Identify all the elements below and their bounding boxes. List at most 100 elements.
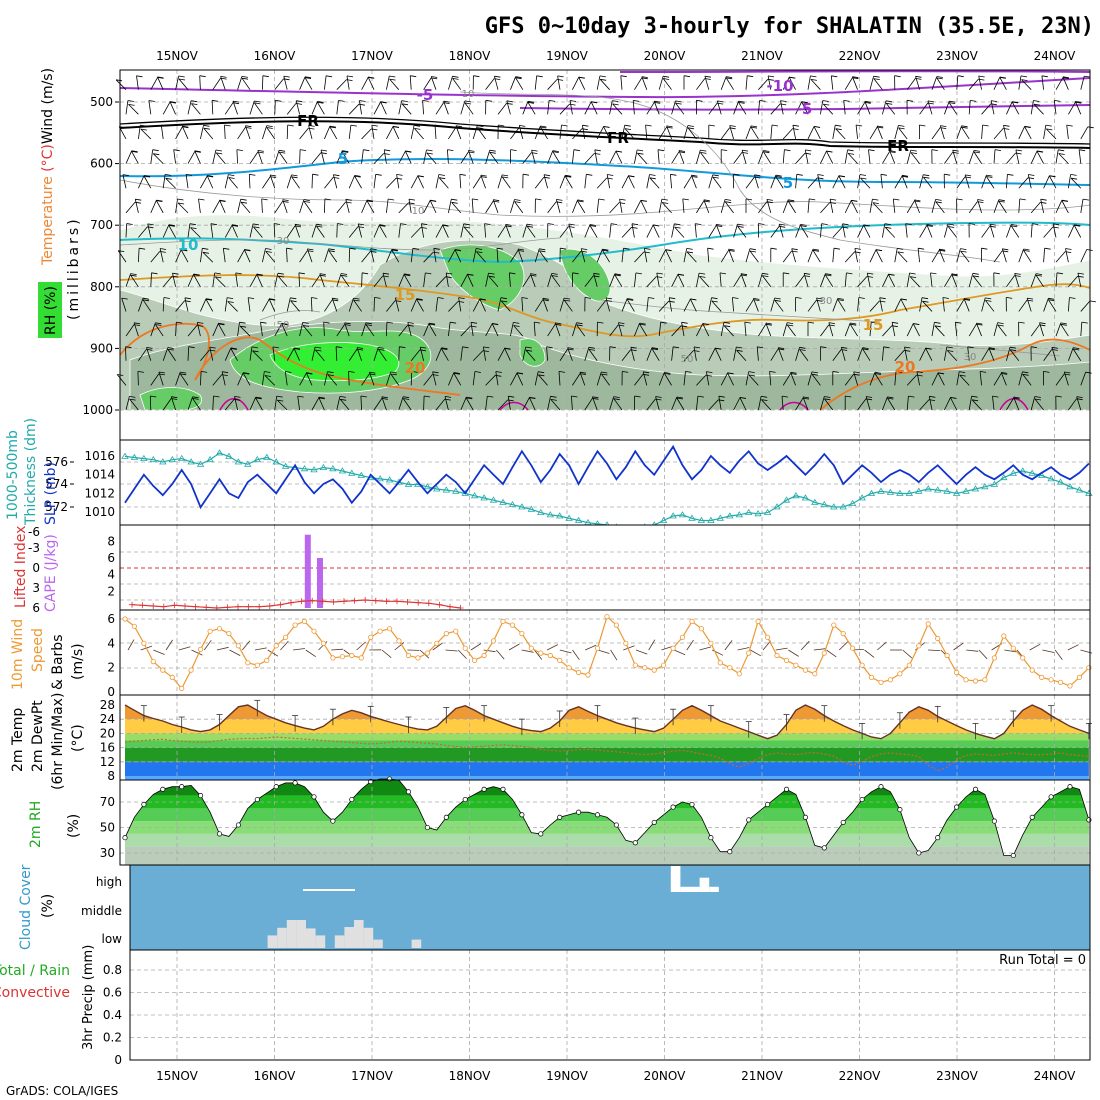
wind-barb — [820, 100, 824, 115]
wind-barb — [832, 349, 842, 361]
wind-barb-flag — [134, 322, 141, 325]
wind-barb-flag — [768, 75, 775, 78]
wind-barb-flag — [821, 223, 828, 225]
wind-barb — [671, 274, 679, 287]
wind-barb — [247, 297, 251, 312]
wind-marker — [727, 665, 733, 671]
precip-panel-frame — [129, 949, 1091, 1061]
wind-barb — [175, 300, 185, 312]
wind-barb-flag — [230, 347, 237, 350]
wind-barb — [832, 226, 843, 238]
wind-barb — [825, 274, 834, 288]
wind-barb-flag — [649, 174, 656, 176]
wind-barb — [386, 75, 390, 90]
surface-barb — [165, 639, 173, 651]
wind-barb-flag — [323, 321, 330, 324]
wind-barb-flag — [251, 346, 258, 349]
wind-barb-flag — [384, 149, 391, 152]
wind-barb-flag — [158, 371, 165, 374]
wind-barb — [572, 149, 575, 164]
wind-barb — [758, 396, 762, 411]
wind-barb-flag — [663, 78, 670, 80]
wind-barb — [857, 276, 868, 288]
wind-barb — [807, 248, 814, 263]
wind-barb — [402, 398, 412, 411]
wind-barb-flag — [812, 248, 820, 251]
wind-barb-flag — [664, 372, 671, 374]
wind-barb — [640, 200, 648, 214]
wind-barb — [274, 201, 283, 214]
wind-barb-flag — [191, 100, 198, 103]
wind-barb — [466, 273, 474, 287]
wind-barb — [649, 177, 660, 189]
wind-barb-flag — [1022, 373, 1029, 376]
surface-barb — [610, 649, 618, 661]
wind-barb — [410, 298, 418, 312]
wind-barb — [956, 176, 966, 189]
wind-barb — [708, 399, 719, 411]
rh-marker — [235, 822, 241, 828]
wind-barb-flag — [348, 371, 355, 373]
wind-barb — [1026, 297, 1032, 312]
wind-barb — [906, 149, 912, 164]
wind-marker — [377, 628, 383, 634]
wind-barb — [774, 300, 784, 312]
wind-barb-flag — [599, 75, 606, 78]
wind-barb-flag — [137, 371, 144, 373]
wind-barb — [882, 223, 886, 238]
wind-barb-flag — [874, 371, 882, 374]
wind-barb — [832, 125, 836, 140]
thickness-marker — [357, 471, 366, 478]
li-marker — [192, 603, 199, 610]
wind-barb — [196, 322, 201, 337]
wind-marker — [1067, 683, 1073, 689]
wind-barb — [683, 298, 691, 312]
thickness-marker — [839, 503, 847, 510]
bottom-date-label: 24NOV — [1034, 1069, 1076, 1083]
thickness-marker — [1056, 478, 1065, 485]
wind-barb — [389, 78, 400, 90]
wind-marker — [566, 665, 572, 671]
wind-barb-flag — [939, 249, 946, 252]
thickness-marker — [1066, 483, 1074, 490]
wind-barb — [299, 322, 304, 337]
wind-barb-flag — [750, 126, 758, 129]
wind-barb-flag — [1045, 124, 1052, 127]
wind-barb — [919, 102, 929, 115]
wind-barb — [257, 150, 263, 164]
li-marker — [362, 597, 369, 603]
wind-barb-flag — [360, 395, 367, 398]
thickness-marker — [1075, 486, 1084, 493]
wind-barb — [683, 371, 686, 386]
wind-barb-flag — [677, 273, 684, 276]
wind-barb — [906, 374, 917, 386]
tick-label: 600 — [90, 157, 113, 171]
wind-barb-flag — [886, 102, 893, 105]
wind-barb — [336, 324, 345, 337]
wind-marker — [292, 622, 298, 628]
cape-bars — [304, 534, 323, 608]
wind-barb-flag — [240, 201, 248, 204]
wind-marker — [717, 660, 723, 666]
wind-barb — [534, 371, 539, 386]
wind-barb — [687, 127, 697, 140]
wind-barb-flag — [750, 125, 758, 128]
wind-barb — [305, 372, 313, 386]
wind-barb-flag — [1081, 321, 1088, 324]
wind-barb — [559, 103, 570, 115]
wind-barb — [423, 323, 430, 337]
wind-barb — [485, 200, 494, 214]
surface-barb — [686, 639, 694, 651]
wind-barb — [981, 103, 992, 115]
wind-barb — [829, 199, 834, 213]
wind-barb-flag — [550, 399, 557, 401]
thickness-marker — [811, 498, 819, 505]
wind-barb-flag — [494, 75, 501, 78]
wind-barb-flag — [178, 75, 185, 78]
wind-marker — [349, 652, 355, 659]
contour-line — [119, 322, 461, 396]
wind-barb-flag — [674, 226, 681, 229]
wind-barb-flag — [873, 75, 880, 78]
wind-barb — [947, 350, 958, 361]
wind-barb — [795, 224, 801, 238]
